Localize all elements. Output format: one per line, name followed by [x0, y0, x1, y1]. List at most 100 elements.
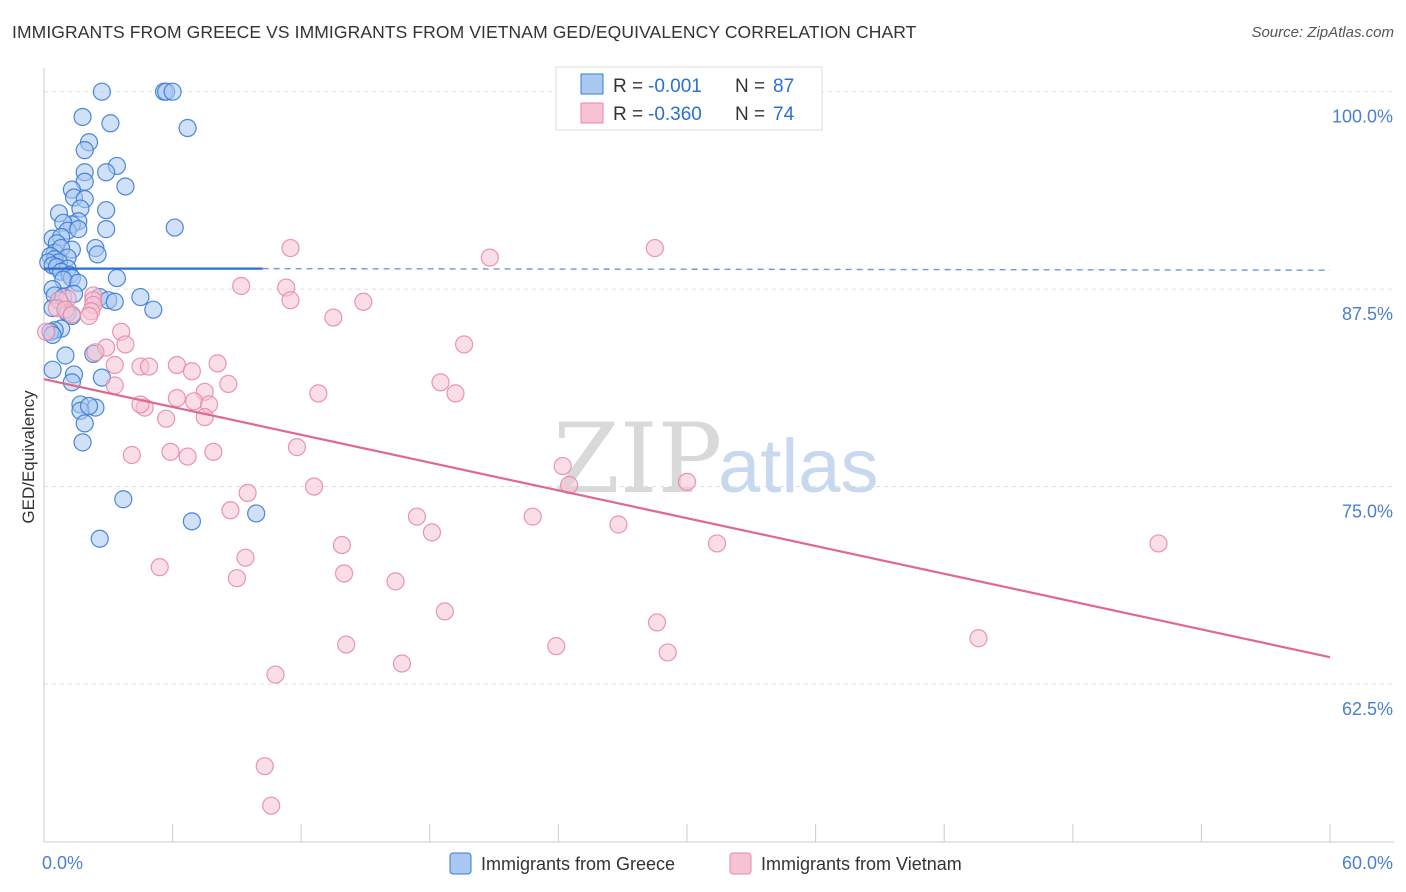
- greece-point-76: [114, 490, 133, 509]
- bottom-legend-greece-label: Immigrants from Greece: [481, 854, 675, 874]
- vietnam-point-54: [221, 501, 240, 520]
- y-tick-label-0: 62.5%: [1342, 699, 1393, 719]
- legend-greece-r-label: R =: [613, 76, 643, 97]
- vietnam-point-59: [707, 534, 727, 553]
- vietnam-point-36: [309, 384, 328, 403]
- vietnam-point-76: [262, 796, 281, 815]
- greece-point-3: [163, 82, 182, 101]
- vietnam-point-64: [334, 564, 354, 583]
- chart-source: Source: ZipAtlas.com: [1251, 24, 1394, 41]
- greece-point-26: [165, 218, 184, 237]
- vietnam-point-39: [184, 392, 204, 411]
- vietnam-point-45: [161, 442, 180, 461]
- greece-point-6: [178, 118, 197, 138]
- vietnam-point-74: [266, 665, 285, 684]
- greece-trend-extension: [262, 267, 1331, 271]
- vietnam-point-56: [523, 507, 542, 526]
- greece-point-67: [43, 360, 62, 379]
- vietnam-point-30: [182, 362, 201, 381]
- vietnam-point-69: [337, 635, 356, 654]
- legend-greece-n-value: 87: [773, 76, 794, 97]
- vietnam-point-71: [969, 629, 988, 648]
- greece-point-8: [75, 141, 94, 160]
- vietnam-point-29: [208, 354, 227, 373]
- vietnam-point-14: [62, 305, 81, 324]
- vietnam-point-53: [238, 483, 257, 503]
- stats-legend: R = -0.001 N = 87 R = -0.360 N = 74: [555, 66, 823, 131]
- greece-point-75: [73, 433, 92, 452]
- vietnam-point-2: [480, 248, 499, 267]
- vietnam-trend-line: [43, 378, 1331, 659]
- bottom-legend-swatch-greece: [449, 852, 472, 875]
- series-legend: Immigrants from Greece Immigrants from V…: [449, 852, 962, 875]
- y-tick-labels: 62.5% 75.0% 87.5% 100.0%: [1332, 107, 1393, 719]
- y-tick-label-3: 100.0%: [1332, 107, 1393, 127]
- legend-vietnam-r-label: R =: [613, 104, 643, 125]
- bottom-legend-vietnam-label: Immigrants from Vietnam: [761, 854, 962, 874]
- greece-point-5: [101, 114, 120, 133]
- greece-point-10: [97, 163, 116, 182]
- greece-point-56: [131, 287, 150, 307]
- grid-lines: [44, 91, 1394, 685]
- vietnam-point-52: [304, 477, 324, 496]
- greece-point-74: [75, 414, 94, 433]
- vietnam-point-23: [116, 335, 135, 354]
- greece-point-80: [79, 396, 99, 416]
- watermark-zip: ZIP: [553, 403, 722, 515]
- series-vietnam: [37, 79, 1168, 815]
- trend-lines: [43, 267, 1331, 659]
- vietnam-point-42: [157, 409, 176, 428]
- vietnam-point-73: [392, 654, 412, 673]
- vietnam-point-57: [609, 515, 628, 534]
- vietnam-point-48: [178, 447, 197, 466]
- legend-vietnam-n-label: N =: [735, 104, 765, 125]
- legend-swatch-greece: [580, 73, 604, 95]
- vietnam-point-7: [354, 292, 373, 311]
- greece-point-48: [107, 268, 126, 288]
- y-axis-label: GED/Equivalency: [19, 390, 38, 524]
- vietnam-point-68: [647, 613, 667, 632]
- y-tick-label-2: 87.5%: [1342, 304, 1393, 324]
- greece-point-78: [247, 504, 266, 523]
- greece-point-79: [90, 529, 109, 548]
- vietnam-point-4: [232, 276, 251, 296]
- vietnam-point-67: [435, 602, 454, 621]
- greece-point-40: [88, 245, 107, 264]
- vietnam-point-19: [37, 322, 56, 341]
- vietnam-point-34: [446, 384, 465, 403]
- greece-point-4: [73, 107, 92, 127]
- greece-point-13: [116, 177, 135, 196]
- x-tick-label-min: 0.0%: [42, 853, 83, 873]
- vietnam-point-33: [431, 373, 450, 392]
- axes: [43, 68, 1394, 843]
- vietnam-point-49: [553, 456, 572, 476]
- vietnam-point-46: [204, 442, 223, 461]
- vietnam-point-31: [219, 374, 238, 394]
- watermark-atlas: atlas: [718, 424, 879, 509]
- vietnam-point-18: [79, 306, 99, 326]
- greece-point-66: [56, 346, 75, 365]
- vietnam-point-47: [122, 445, 141, 465]
- greece-point-25: [97, 220, 116, 239]
- legend-swatch-vietnam: [580, 102, 604, 124]
- vietnam-point-37: [167, 389, 186, 408]
- greece-point-55: [105, 292, 124, 311]
- vietnam-point-43: [195, 407, 214, 427]
- vietnam-point-44: [287, 438, 307, 457]
- greece-point-0: [92, 82, 111, 101]
- greece-point-70: [62, 373, 81, 392]
- vietnam-point-58: [422, 523, 442, 542]
- vietnam-point-27: [139, 357, 159, 376]
- greece-point-77: [182, 512, 201, 531]
- vietnam-point-32: [105, 376, 124, 395]
- legend-greece-r-value: -0.001: [648, 76, 702, 97]
- vietnam-point-66: [386, 572, 405, 591]
- vietnam-point-25: [105, 355, 124, 375]
- vietnam-point-55: [407, 507, 427, 526]
- legend-greece-n-label: N =: [735, 76, 765, 97]
- greece-point-24: [69, 220, 88, 239]
- vietnam-point-8: [324, 308, 343, 327]
- legend-vietnam-n-value: 74: [773, 104, 795, 125]
- greece-point-18: [97, 201, 116, 220]
